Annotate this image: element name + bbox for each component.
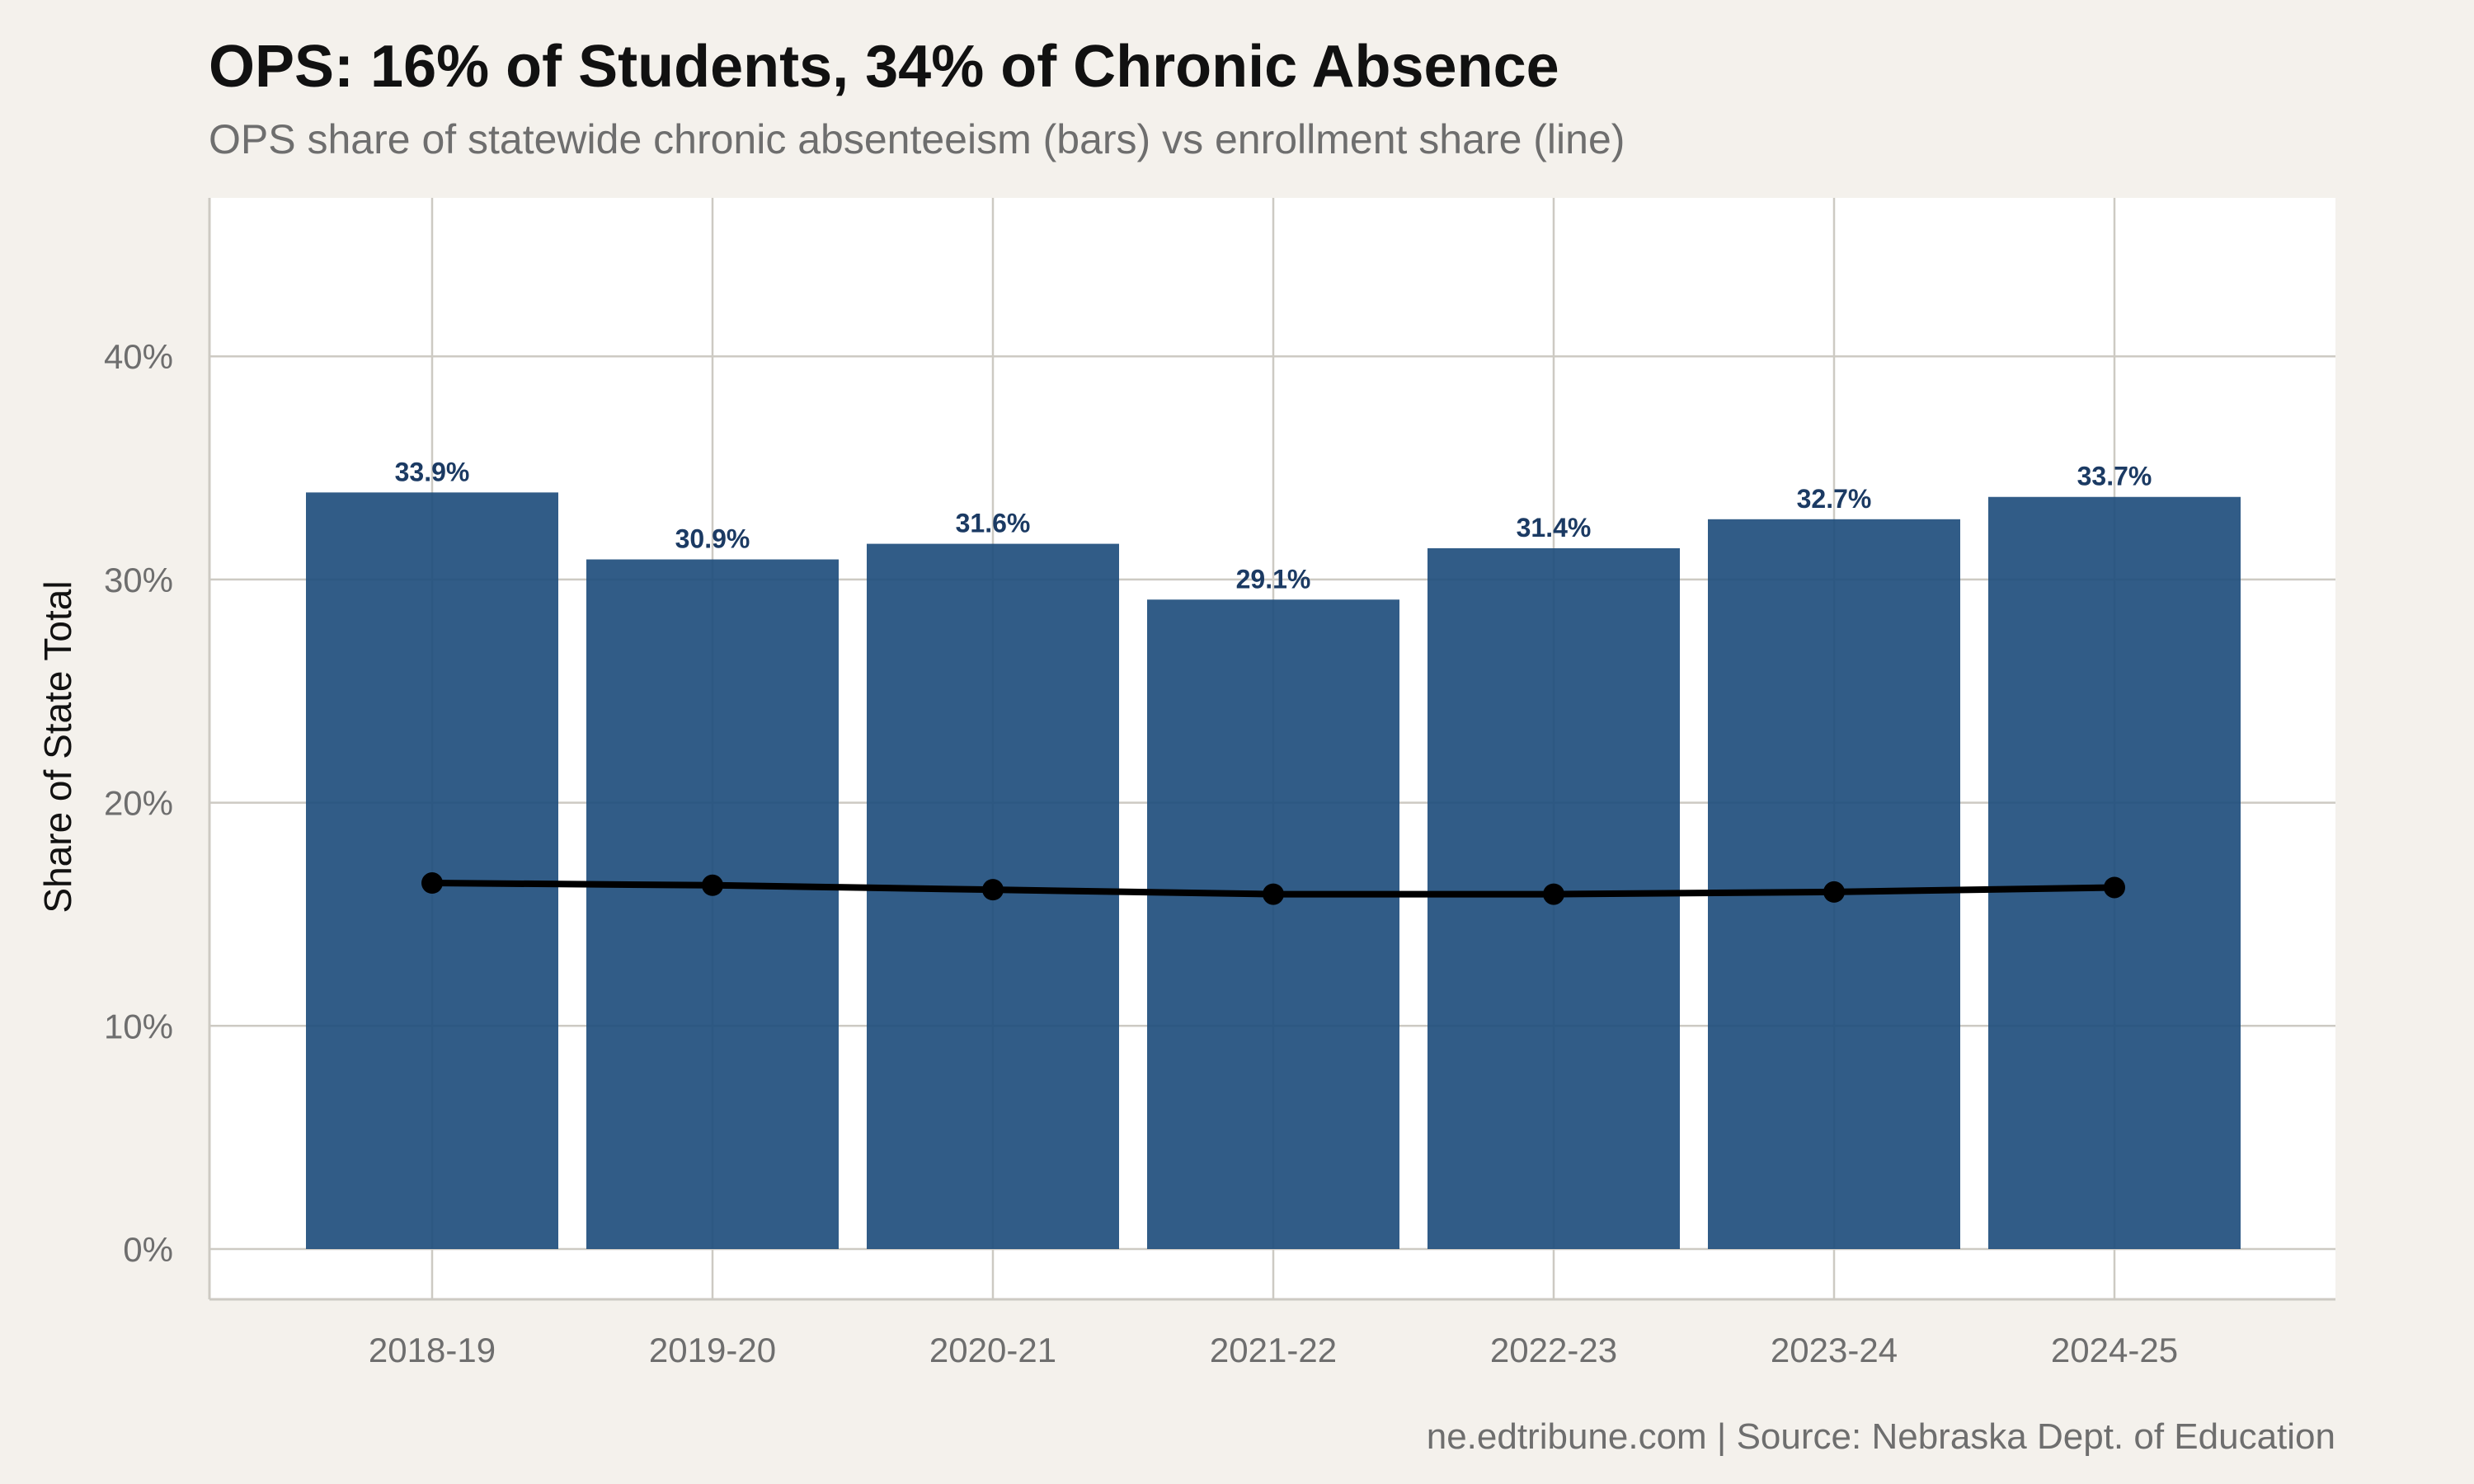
bar-data-label: 31.6% (956, 509, 1031, 538)
line-point (702, 874, 723, 896)
bar-data-label: 30.9% (675, 524, 750, 554)
bar-data-label: 33.9% (395, 457, 470, 486)
chart-title: OPS: 16% of Students, 34% of Chronic Abs… (209, 34, 1559, 100)
y-tick-label: 0% (123, 1230, 173, 1269)
x-tick-label: 2020-21 (929, 1331, 1056, 1369)
line-point (1543, 883, 1564, 905)
x-tick-label: 2023-24 (1771, 1331, 1898, 1369)
bar-data-label: 32.7% (1797, 484, 1872, 514)
bar-data-label: 33.7% (2077, 462, 2152, 491)
y-axis-title: Share of State Total (36, 580, 79, 913)
line-point (2104, 876, 2125, 899)
line-point (982, 879, 1004, 901)
y-tick-label: 10% (104, 1007, 173, 1045)
bar (1988, 496, 2241, 1249)
line-point (421, 872, 443, 895)
bar-data-label: 29.1% (1236, 564, 1311, 594)
line-point (1823, 881, 1845, 903)
x-tick-label: 2024-25 (2051, 1331, 2178, 1369)
bar-data-label: 31.4% (1517, 513, 1592, 542)
bar (586, 559, 839, 1249)
x-tick-label: 2021-22 (1210, 1331, 1337, 1369)
bar (1147, 599, 1399, 1249)
bar (306, 492, 558, 1249)
line-point (1263, 883, 1284, 905)
x-tick-label: 2019-20 (649, 1331, 776, 1369)
source-caption: ne.edtribune.com | Source: Nebraska Dept… (1426, 1416, 2335, 1457)
chart-subtitle: OPS share of statewide chronic absenteei… (209, 116, 1625, 162)
y-tick-label: 30% (104, 561, 173, 599)
y-tick-label: 20% (104, 784, 173, 823)
x-tick-label: 2018-19 (369, 1331, 496, 1369)
x-tick-label: 2022-23 (1490, 1331, 1617, 1369)
y-tick-label: 40% (104, 337, 173, 376)
